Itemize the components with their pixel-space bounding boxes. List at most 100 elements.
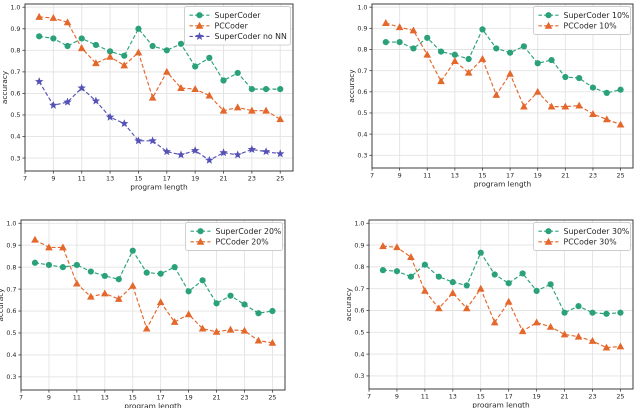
x-tick-label: 23 bbox=[588, 393, 596, 401]
data-point-marker bbox=[492, 90, 501, 98]
data-point-marker bbox=[219, 106, 228, 114]
x-tick-label: 13 bbox=[451, 172, 459, 180]
data-point-marker bbox=[205, 91, 214, 99]
data-point-marker bbox=[562, 73, 569, 81]
chart-top-right: 7 9 11 13 15 17 19 21 23 25 0.3 0.4 0.5 0.6 0.7 0.8 0.9 1… bbox=[320, 0, 640, 204]
data-point-marker bbox=[561, 309, 568, 316]
data-point-marker bbox=[220, 77, 227, 84]
data-point-marker bbox=[234, 69, 241, 77]
x-tick-label: 23 bbox=[240, 394, 248, 402]
data-point-marker bbox=[407, 273, 415, 280]
x-tick-label: 17 bbox=[157, 394, 165, 402]
legend-entry-pccoder-10: PCCoder 10% bbox=[538, 22, 617, 31]
chart-svg-bottom-left: 7 9 11 13 15 17 19 21 23 25 0.3 0.4 0.5 0.6 0.7 0.8 0.9 1… bbox=[0, 219, 286, 408]
legend-marker bbox=[195, 21, 204, 29]
data-point-marker bbox=[603, 310, 610, 317]
legend-box bbox=[533, 222, 631, 251]
x-tick-label: 11 bbox=[423, 172, 431, 180]
data-point-marker bbox=[574, 332, 583, 340]
x-tick-label: 19 bbox=[191, 175, 199, 183]
data-point-marker bbox=[184, 310, 193, 318]
legend-marker bbox=[545, 12, 552, 19]
x-tick-label: 7 bbox=[367, 393, 371, 401]
data-point-marker bbox=[35, 77, 44, 86]
data-point-marker bbox=[451, 57, 459, 65]
y-tick-label: 0.9 bbox=[6, 241, 16, 249]
data-point-marker bbox=[534, 60, 541, 67]
data-point-marker bbox=[617, 309, 624, 316]
x-tick-label: 21 bbox=[561, 172, 569, 180]
chart-top-left: 7 9 11 13 15 17 19 21 23 25 0.3 0.4 0.5 0.6 0.7 0.8 0.9 1… bbox=[0, 0, 320, 204]
data-point-marker bbox=[134, 136, 143, 145]
y-tick-label: 0.8 bbox=[6, 263, 16, 271]
data-point-marker bbox=[64, 42, 71, 50]
series-supercoder-no-nn bbox=[35, 77, 285, 164]
data-point-marker bbox=[261, 147, 271, 156]
data-point-marker bbox=[87, 292, 95, 300]
data-point-marker bbox=[560, 330, 569, 338]
legend-entry-supercoder: SuperCoder bbox=[189, 11, 262, 20]
data-point-marker bbox=[382, 38, 389, 46]
y-tick-label: 1.0 bbox=[354, 219, 364, 227]
legend-marker bbox=[545, 228, 552, 235]
x-tick-label: 17 bbox=[163, 175, 171, 183]
data-point-marker bbox=[219, 148, 228, 157]
data-point-marker bbox=[73, 261, 80, 269]
grid-lines bbox=[24, 4, 293, 171]
series-supercoder-10 bbox=[382, 26, 624, 96]
legend-marker bbox=[197, 228, 204, 235]
x-tick-label: 25 bbox=[616, 393, 624, 401]
data-point-marker bbox=[616, 342, 625, 350]
data-point-marker bbox=[213, 300, 220, 307]
data-point-marker bbox=[463, 282, 470, 289]
data-point-marker bbox=[128, 281, 137, 289]
data-point-marker bbox=[504, 297, 513, 305]
y-tick-label: 0.8 bbox=[10, 47, 20, 55]
data-point-marker bbox=[177, 84, 185, 91]
data-point-marker bbox=[547, 281, 554, 288]
y-tick-label: 0.3 bbox=[354, 372, 364, 380]
data-point-marker bbox=[205, 155, 214, 164]
x-tick-label: 13 bbox=[101, 394, 109, 402]
chart-svg-bottom-right: 7 9 11 13 15 17 19 21 23 25 0.3 0.4 0.5 0.6 0.7 0.8 0.9 1… bbox=[344, 219, 634, 408]
legend: SuperCoder 30% PCCoder 30% bbox=[533, 222, 631, 251]
data-point-marker bbox=[254, 336, 263, 344]
data-point-marker bbox=[490, 318, 499, 326]
y-axis-label: accuracy bbox=[344, 287, 353, 321]
y-tick-label: 0.5 bbox=[354, 329, 364, 337]
y-tick-label: 0.4 bbox=[354, 350, 364, 358]
y-tick-label: 0.7 bbox=[354, 285, 364, 293]
data-point-marker bbox=[36, 33, 43, 40]
legend-label: PCCoder bbox=[215, 22, 249, 31]
y-tick-label: 0.7 bbox=[6, 285, 16, 293]
data-point-marker bbox=[120, 61, 129, 69]
x-tick-label: 19 bbox=[185, 394, 193, 402]
data-point-marker bbox=[91, 96, 101, 105]
y-tick-label: 0.9 bbox=[10, 25, 20, 33]
data-point-marker bbox=[506, 69, 514, 77]
x-tick-label: 15 bbox=[129, 394, 137, 402]
data-point-marker bbox=[162, 147, 171, 156]
data-point-marker bbox=[63, 97, 72, 106]
data-point-marker bbox=[162, 67, 171, 75]
x-tick-label: 25 bbox=[276, 175, 284, 183]
data-point-marker bbox=[77, 83, 86, 92]
legend-label: SuperCoder bbox=[215, 11, 262, 20]
data-point-marker bbox=[520, 43, 528, 50]
data-point-marker bbox=[199, 277, 206, 284]
data-point-marker bbox=[156, 298, 165, 306]
data-point-marker bbox=[533, 287, 540, 294]
legend-label: SuperCoder 20% bbox=[216, 227, 282, 236]
data-point-marker bbox=[262, 106, 270, 114]
legend-label: PCCoder 30% bbox=[564, 238, 617, 247]
x-tick-label: 13 bbox=[449, 393, 457, 401]
data-point-marker bbox=[477, 249, 484, 256]
legend-entry-pccoder: PCCoder bbox=[189, 21, 249, 31]
series-line bbox=[39, 16, 281, 120]
x-tick-label: 21 bbox=[560, 393, 568, 401]
series-line bbox=[38, 81, 281, 161]
data-point-marker bbox=[233, 103, 242, 111]
legend-marker bbox=[196, 12, 203, 19]
y-tick-label: 0.7 bbox=[357, 67, 367, 75]
